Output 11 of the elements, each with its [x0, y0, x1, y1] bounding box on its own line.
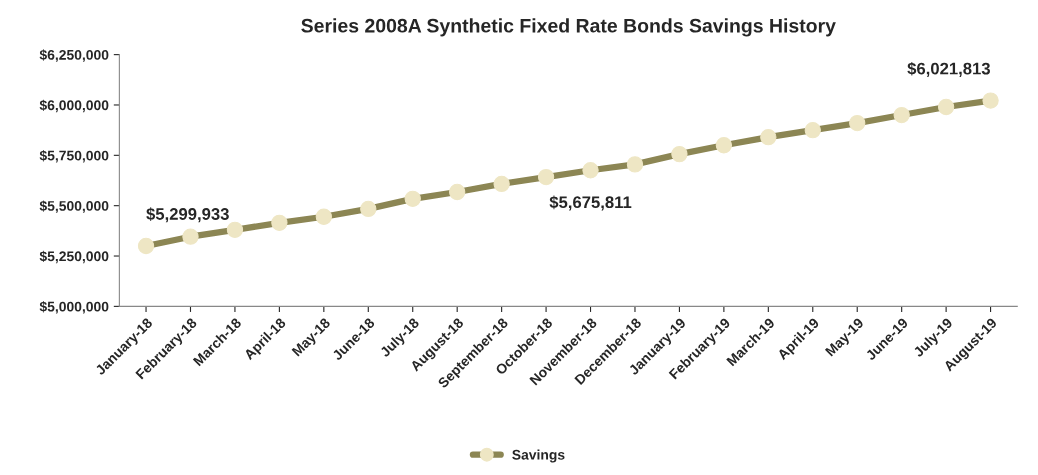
y-tick-label: $5,750,000	[39, 150, 109, 163]
data-label: $5,675,811	[549, 195, 632, 211]
data-label: $6,021,813	[907, 61, 990, 77]
y-tick-label: $6,250,000	[39, 49, 109, 62]
legend-label: Savings	[512, 449, 565, 463]
y-tick-label: $5,500,000	[39, 200, 109, 213]
y-tick-label: $5,250,000	[39, 250, 109, 264]
y-tick-label: $5,000,000	[39, 301, 109, 314]
chart-title: Series 2008A Synthetic Fixed Rate Bonds Savings History	[301, 18, 836, 37]
data-label: $5,299,933	[146, 207, 229, 223]
y-tick-label: $6,000,000	[39, 99, 109, 113]
